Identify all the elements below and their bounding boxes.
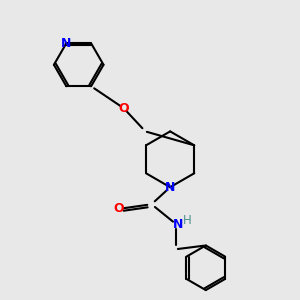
Text: N: N <box>173 218 183 231</box>
Text: N: N <box>165 181 175 194</box>
Text: H: H <box>183 214 192 227</box>
Text: N: N <box>61 37 71 50</box>
Text: O: O <box>114 202 124 215</box>
Text: O: O <box>118 102 129 115</box>
